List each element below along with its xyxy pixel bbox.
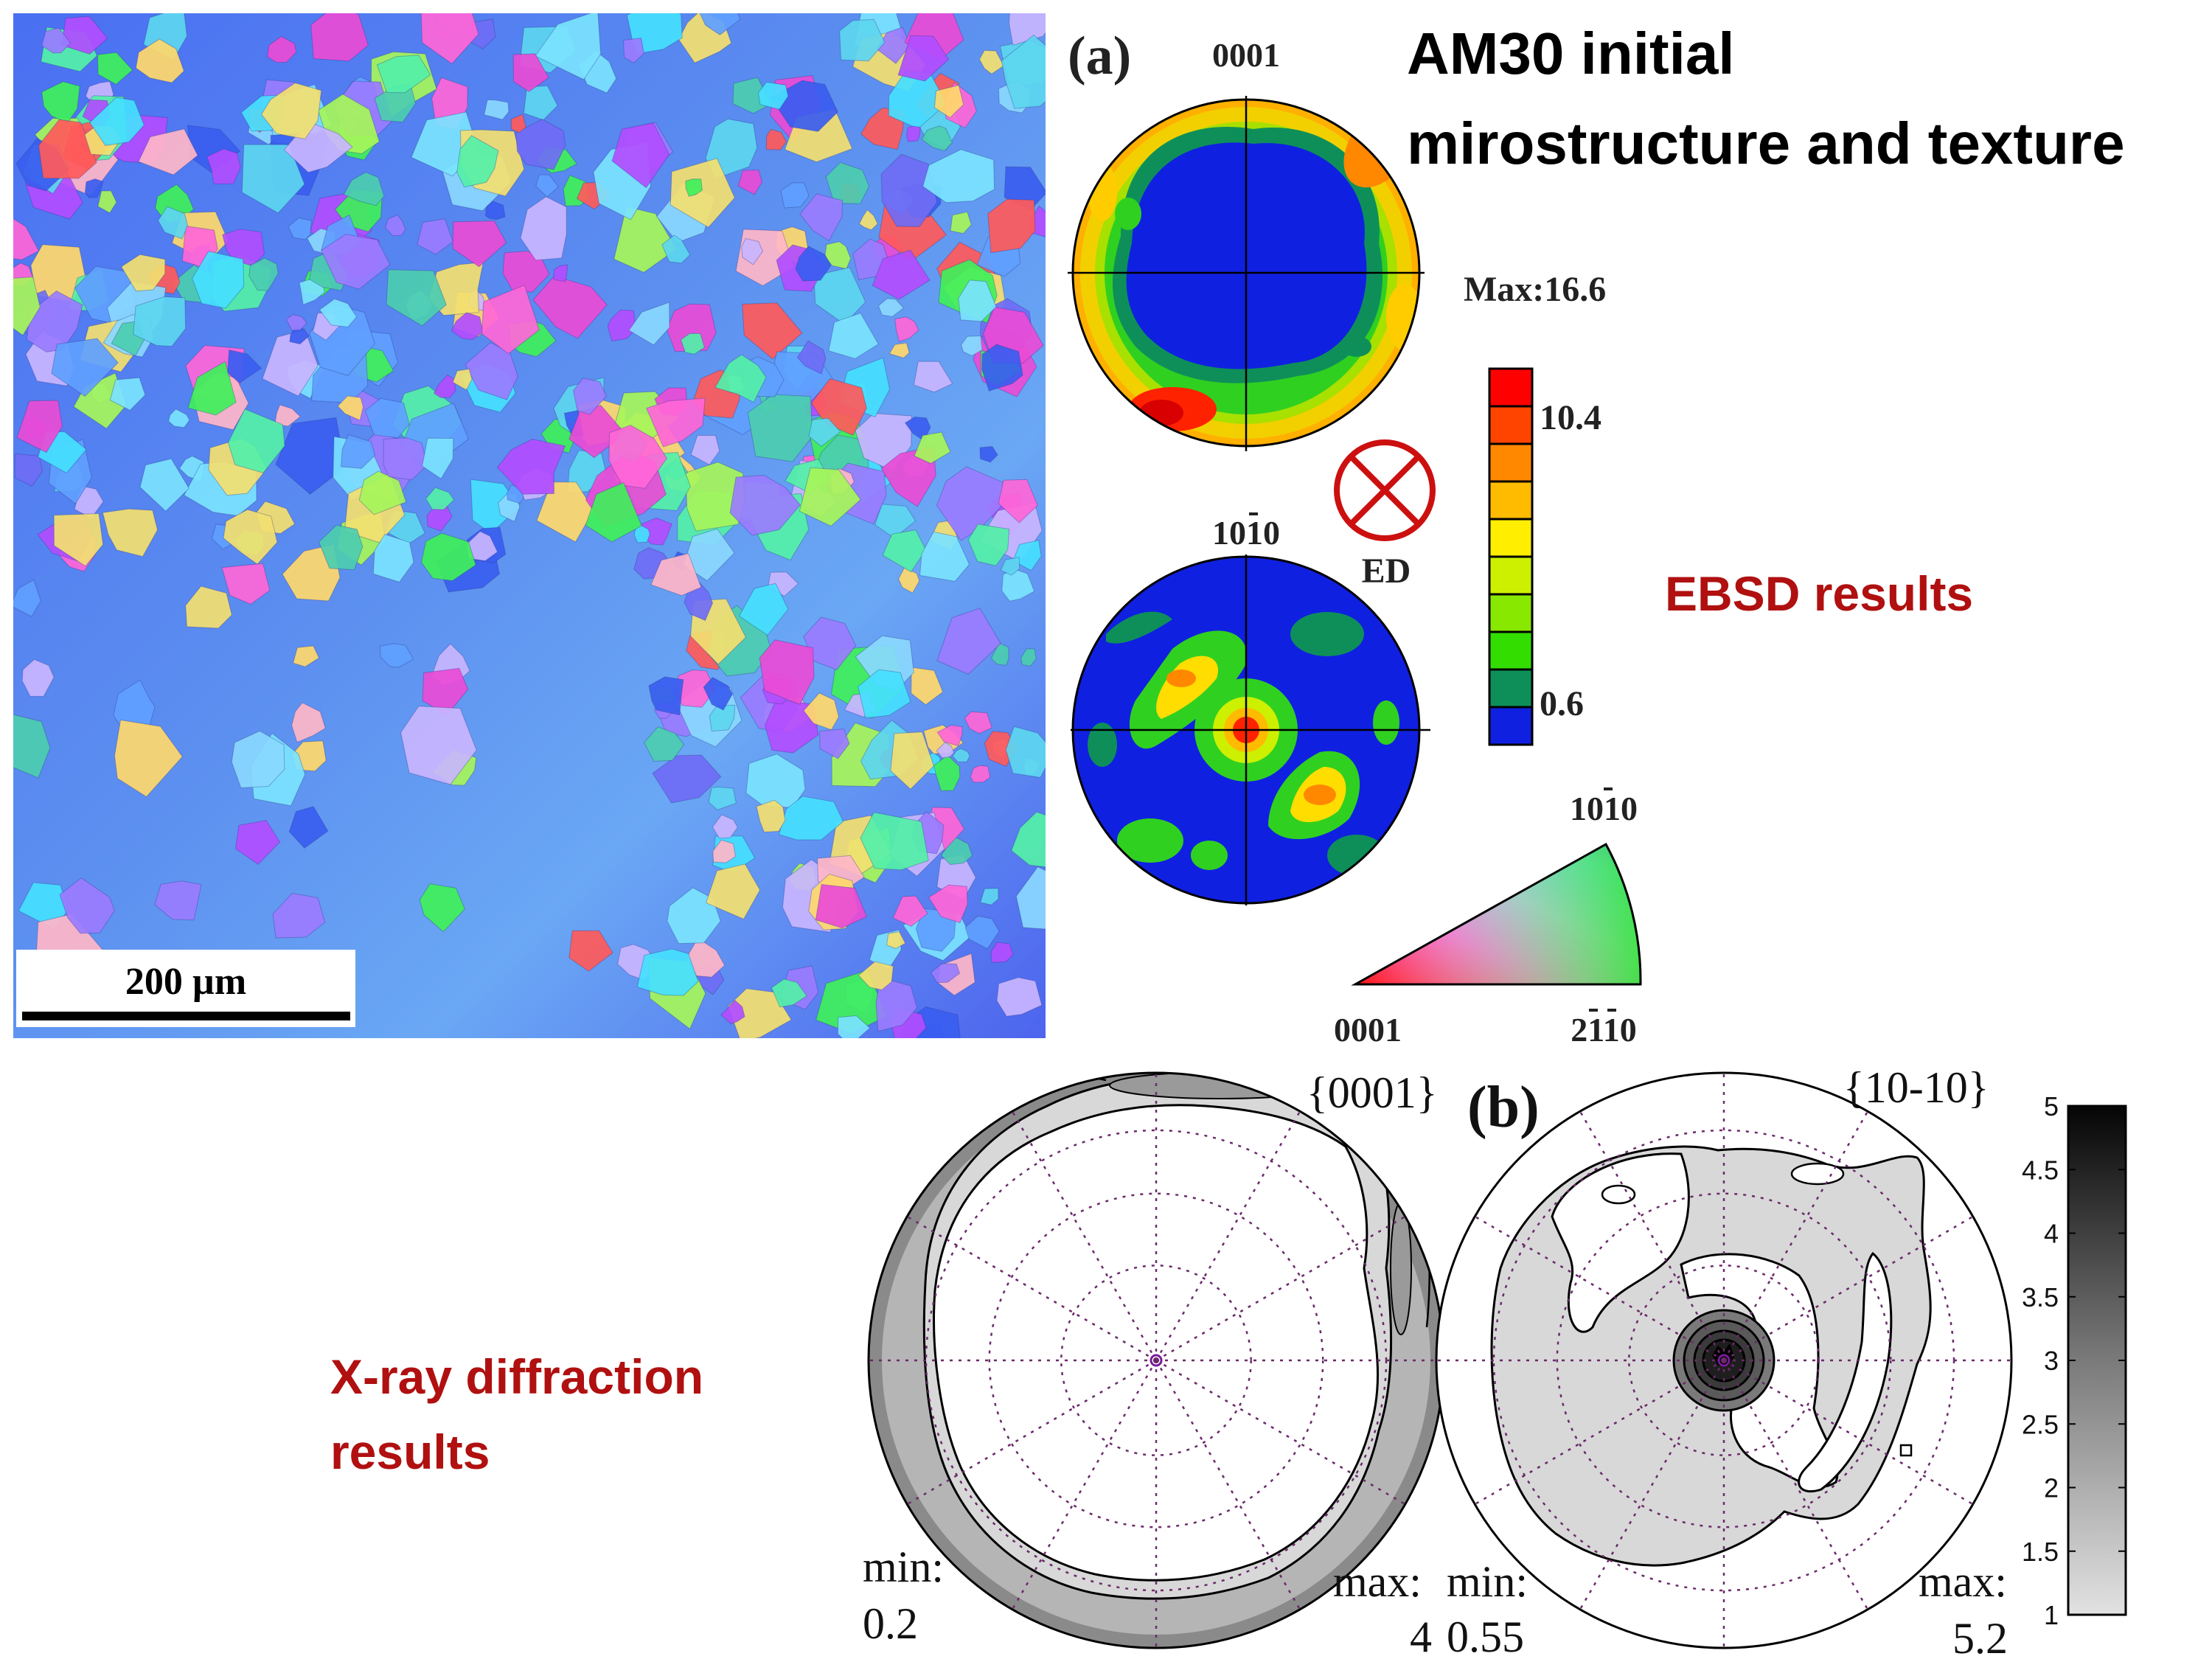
ebsd-colorbar-tick-max: 10.4: [1540, 398, 1601, 437]
ebsd-results-label: EBSD results: [1665, 566, 1973, 621]
xray-colorbar-tick: 1.5: [2022, 1537, 2059, 1567]
panel-label-b: (b): [1467, 1075, 1540, 1140]
xray-pf2-min-label: min:: [1447, 1557, 1528, 1606]
xray-pole-figure-1010: [1435, 1071, 2013, 1649]
pole-figure-1010-label: 1010: [1212, 514, 1280, 552]
ebsd-pole-figure-1010: [1071, 554, 1430, 905]
xray-pf1-title: {0001}: [1307, 1068, 1438, 1117]
scale-bar: 200 µm: [16, 950, 355, 1027]
xray-pf1-min-label: min:: [863, 1543, 944, 1591]
ebsd-colorbar-tick-min: 0.6: [1540, 684, 1584, 723]
xray-colorbar-tick: 2: [2044, 1473, 2059, 1503]
xray-pf2-min-value: 0.55: [1447, 1613, 1524, 1659]
ed-direction-icon: [1334, 439, 1436, 541]
ebsd-colorbar: 10.4 0.6: [1488, 367, 1601, 746]
xray-pf1-min-value: 0.2: [863, 1599, 918, 1648]
panel-label-a: (a): [1068, 26, 1131, 86]
xray-pf2-max-value: 5.2: [1952, 1614, 2008, 1659]
max-label: Max:16.6: [1464, 270, 1606, 309]
xray-pole-figure-0001: [867, 1071, 1445, 1649]
xray-colorbar-tick: 4.5: [2022, 1155, 2059, 1185]
xray-colorbar-tick: 2.5: [2022, 1409, 2059, 1439]
xray-colorbar-tick: 4: [2044, 1219, 2059, 1249]
xray-results-label-line2: results: [330, 1425, 490, 1479]
ed-label: ED: [1362, 552, 1411, 591]
xray-pf2-title: {10-10}: [1843, 1063, 1989, 1112]
xray-results-label: X-ray diffraction results: [330, 1349, 717, 1479]
xray-colorbar-tick: 1: [2044, 1600, 2059, 1630]
ipf-label-1010: 1010: [1570, 790, 1638, 827]
ipf-label-0001: 0001: [1334, 1011, 1402, 1048]
xray-pf2-max-label: max:: [1919, 1557, 2007, 1606]
xray-results-label-line1: X-ray diffraction: [330, 1349, 703, 1404]
ebsd-pole-figure-0001: [1068, 96, 1425, 451]
scale-bar-label: 200 µm: [125, 961, 246, 1003]
xray-colorbar-tick: 3.5: [2022, 1282, 2059, 1312]
xray-colorbar: 5 4.5 4 3.5 3 2.5 2 1.5 1: [2022, 1091, 2127, 1630]
xray-pf1-max-value: 4: [1410, 1613, 1432, 1659]
pole-figure-0001-label: 0001: [1212, 36, 1280, 74]
xray-pf1-max-label: max:: [1333, 1557, 1422, 1606]
ipf-label-2110: 2110: [1571, 1011, 1636, 1048]
figure-title-line2: mirostructure and texture: [1407, 111, 2125, 176]
figure-title-line1: AM30 initial: [1407, 21, 1735, 86]
ebsd-orientation-map: 200 µm: [13, 13, 1046, 1038]
xray-colorbar-tick: 3: [2044, 1346, 2059, 1376]
xray-colorbar-tick: 5: [2044, 1091, 2059, 1121]
ipf-color-key: 1010 0001 2110: [1334, 787, 1642, 1048]
